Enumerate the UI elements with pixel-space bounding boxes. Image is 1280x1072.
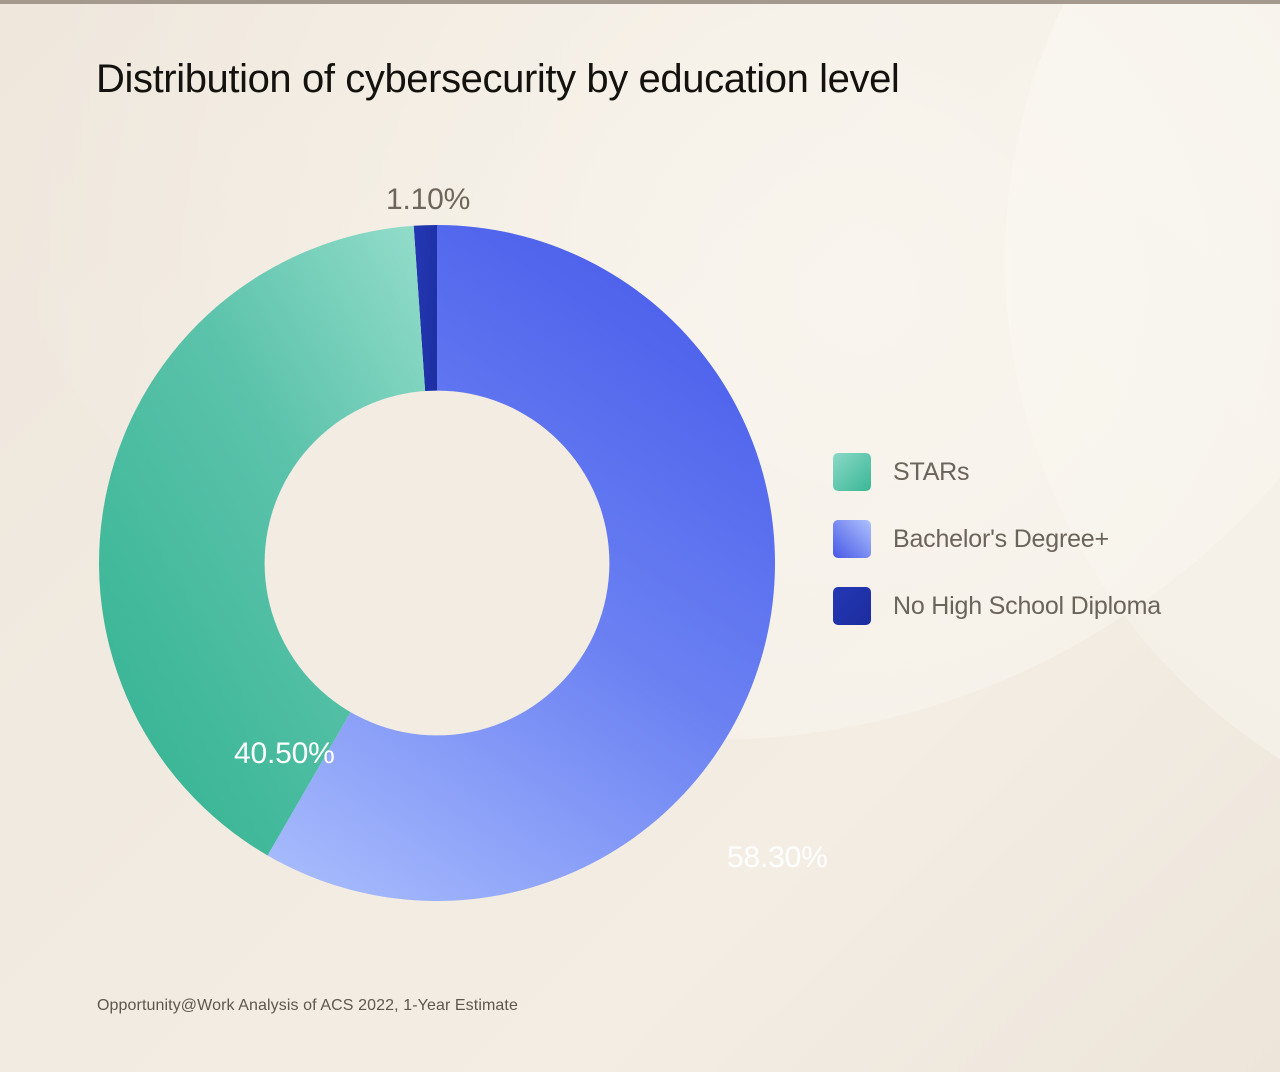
legend-item-stars[interactable]: STARs [833,453,1161,491]
donut-chart: 40.50% 58.30% [99,225,828,901]
legend-swatch-bachelors-degree [833,520,871,558]
legend-label-stars: STARs [893,457,970,486]
legend-label-no-high-school-diploma: No High School Diploma [893,591,1161,620]
source-note: Opportunity@Work Analysis of ACS 2022, 1… [97,997,518,1014]
legend-swatch-no-high-school-diploma [833,587,871,625]
slice-value-stars: 40.50% [234,737,335,770]
slice-value-no-high-school-diploma: 1.10% [386,183,471,216]
chart-legend: STARs Bachelor's Degree+ No High School … [833,453,1161,625]
chart-title: Distribution of cybersecurity by educati… [96,57,900,101]
slice-value-bachelors: 58.30% [727,841,828,874]
legend-item-bachelors-degree[interactable]: Bachelor's Degree+ [833,520,1161,558]
legend-swatch-stars [833,453,871,491]
donut-hole [264,390,610,736]
legend-label-bachelors-degree: Bachelor's Degree+ [893,524,1109,553]
donut-chart-svg [99,225,775,901]
legend-item-no-high-school-diploma[interactable]: No High School Diploma [833,587,1161,625]
top-rule-divider [0,0,1280,4]
